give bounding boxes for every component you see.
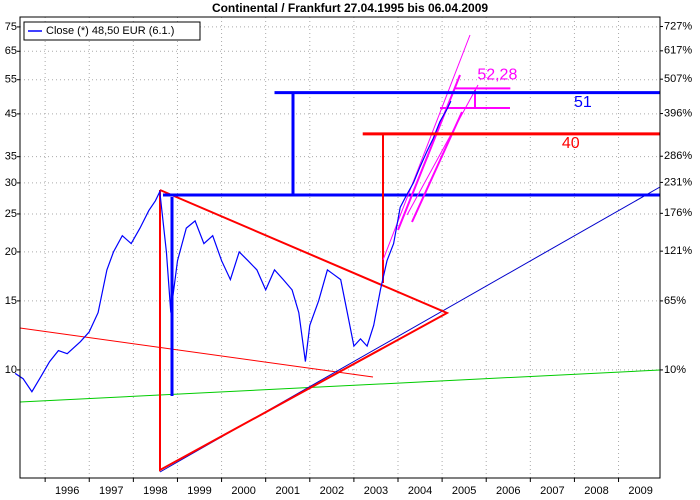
level-label: 51 <box>574 94 592 111</box>
x-tick-label: 1999 <box>187 485 211 497</box>
y-tick-label: 30 <box>5 177 17 189</box>
plot-frame <box>19 16 661 479</box>
price-line <box>14 100 452 393</box>
y2-tick-label: 396% <box>664 107 692 119</box>
y-tick-label: 65 <box>5 45 17 57</box>
y2-tick-label: 727% <box>664 20 692 32</box>
y2-tick-label: 176% <box>664 207 692 219</box>
y-tick-label: 45 <box>5 108 17 120</box>
y-tick-label: 20 <box>5 246 17 258</box>
y-tick-label: 55 <box>5 74 17 86</box>
x-tick-label: 2009 <box>628 485 652 497</box>
x-tick-label: 2003 <box>364 485 388 497</box>
y2-tick-label: 617% <box>664 45 692 57</box>
trend-line <box>19 327 374 378</box>
y2-tick-label: 286% <box>664 150 692 162</box>
level-label: 40 <box>562 135 580 152</box>
x-tick-label: 2006 <box>496 485 520 497</box>
level-label: 52,28 <box>477 67 517 84</box>
x-tick-label: 2008 <box>584 485 608 497</box>
y2-tick-label: 121% <box>664 245 692 257</box>
y-tick-label: 75 <box>5 21 17 33</box>
x-tick-label: 2001 <box>275 485 299 497</box>
trend-lines <box>19 34 661 473</box>
channel-line <box>406 84 479 216</box>
triangle <box>159 189 450 472</box>
channel-line <box>397 74 461 231</box>
y-tick-label: 15 <box>5 295 17 307</box>
chart-title: Continental / Frankfurt 27.04.1995 bis 0… <box>212 1 488 15</box>
y-tick-label: 10 <box>5 364 17 376</box>
x-tick-label: 1998 <box>143 485 167 497</box>
plot: 51 40 52,28 <box>14 67 660 393</box>
legend: Close (*) 48,50 EUR (6.1.) <box>23 21 201 41</box>
y2-tick-label: 231% <box>664 176 692 188</box>
x-tick-label: 2002 <box>320 485 344 497</box>
y-tick-label: 35 <box>5 151 17 163</box>
y2-tick-label: 65% <box>664 295 686 307</box>
x-tick-label: 1996 <box>55 485 79 497</box>
x-tick-label: 2004 <box>408 485 432 497</box>
x-tick-label: 2005 <box>452 485 476 497</box>
x-tick-label: 2007 <box>540 485 564 497</box>
y2-tick-label: 10% <box>664 364 686 376</box>
trend-line <box>19 369 661 403</box>
x-tick-label: 1997 <box>99 485 123 497</box>
y-tick-label: 25 <box>5 208 17 220</box>
x-tick-label: 2000 <box>231 485 255 497</box>
legend-box <box>23 21 201 41</box>
y2-tick-label: 507% <box>664 73 692 85</box>
legend-label: Close (*) 48,50 EUR (6.1.) <box>46 25 174 37</box>
channel-line <box>411 111 463 223</box>
